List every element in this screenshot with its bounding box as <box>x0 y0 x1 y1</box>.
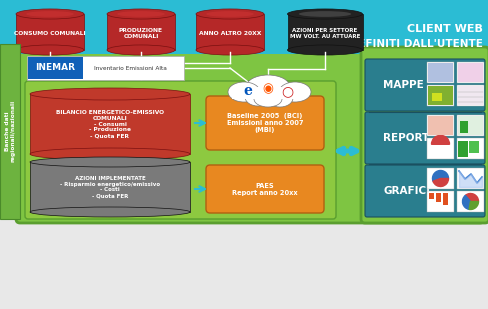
Ellipse shape <box>227 82 260 102</box>
FancyBboxPatch shape <box>459 121 467 133</box>
Wedge shape <box>430 135 448 144</box>
Ellipse shape <box>107 45 175 55</box>
FancyBboxPatch shape <box>205 165 324 213</box>
FancyBboxPatch shape <box>27 56 183 80</box>
Ellipse shape <box>107 9 175 19</box>
Text: REPORT: REPORT <box>382 133 428 143</box>
Wedge shape <box>462 195 469 210</box>
FancyBboxPatch shape <box>426 191 453 212</box>
FancyBboxPatch shape <box>16 14 84 50</box>
Ellipse shape <box>298 11 350 17</box>
FancyBboxPatch shape <box>25 81 335 219</box>
FancyBboxPatch shape <box>28 57 83 79</box>
FancyBboxPatch shape <box>360 47 488 223</box>
Ellipse shape <box>26 11 74 17</box>
FancyBboxPatch shape <box>427 116 452 135</box>
Ellipse shape <box>30 148 190 160</box>
FancyBboxPatch shape <box>364 112 484 164</box>
Ellipse shape <box>253 91 282 107</box>
FancyBboxPatch shape <box>30 94 190 154</box>
Ellipse shape <box>16 45 84 55</box>
FancyBboxPatch shape <box>442 193 447 205</box>
Text: ◉: ◉ <box>262 83 273 95</box>
Text: ANNO ALTRO 20XX: ANNO ALTRO 20XX <box>199 31 261 36</box>
Ellipse shape <box>196 9 264 19</box>
FancyBboxPatch shape <box>0 44 20 219</box>
Ellipse shape <box>30 207 190 217</box>
FancyBboxPatch shape <box>427 63 452 82</box>
FancyBboxPatch shape <box>0 0 488 54</box>
Ellipse shape <box>279 82 310 102</box>
Text: PRODUZIONE
COMUNALI: PRODUZIONE COMUNALI <box>119 28 163 39</box>
Text: e: e <box>243 84 252 98</box>
FancyBboxPatch shape <box>196 14 264 50</box>
FancyBboxPatch shape <box>426 168 453 189</box>
Text: AZIONI PER SETTORE
MW VOLT. AU ATTUARE: AZIONI PER SETTORE MW VOLT. AU ATTUARE <box>289 28 360 39</box>
FancyBboxPatch shape <box>457 86 482 105</box>
FancyBboxPatch shape <box>456 191 483 212</box>
FancyBboxPatch shape <box>428 193 433 199</box>
FancyBboxPatch shape <box>456 62 483 83</box>
FancyBboxPatch shape <box>435 193 440 202</box>
Text: Banche dati
regionali/nazionali: Banche dati regionali/nazionali <box>4 100 15 162</box>
Wedge shape <box>432 179 447 187</box>
FancyBboxPatch shape <box>426 115 453 136</box>
FancyBboxPatch shape <box>468 141 478 153</box>
Text: Baseline 2005  (BCI)
Emissioni anno 2007
(MBI): Baseline 2005 (BCI) Emissioni anno 2007 … <box>226 113 303 133</box>
Text: AZIONI IMPLEMENTATE
- Risparmio energetico/emissivo
- Costi
- Quota FER: AZIONI IMPLEMENTATE - Risparmio energeti… <box>60 176 160 198</box>
Wedge shape <box>468 201 478 210</box>
FancyBboxPatch shape <box>457 141 467 157</box>
FancyBboxPatch shape <box>456 168 483 189</box>
FancyBboxPatch shape <box>205 96 324 150</box>
FancyBboxPatch shape <box>426 62 453 83</box>
Text: MAPPE: MAPPE <box>382 80 423 90</box>
Ellipse shape <box>244 88 270 106</box>
Text: ○: ○ <box>281 84 292 98</box>
Ellipse shape <box>16 9 84 19</box>
Text: BILANCIO ENERGETICO-EMISSIVO
COMUNALI
- Consumi
- Produzione
- Quota FER: BILANCIO ENERGETICO-EMISSIVO COMUNALI - … <box>56 110 163 138</box>
FancyBboxPatch shape <box>456 85 483 106</box>
Text: CLIENT WEB: CLIENT WEB <box>407 24 482 34</box>
Ellipse shape <box>245 75 289 99</box>
FancyBboxPatch shape <box>364 59 484 111</box>
FancyBboxPatch shape <box>431 93 441 101</box>
FancyBboxPatch shape <box>456 138 483 159</box>
Ellipse shape <box>117 11 164 17</box>
Wedge shape <box>465 193 478 201</box>
FancyBboxPatch shape <box>16 50 483 223</box>
Text: CONSUMO COMUNALI: CONSUMO COMUNALI <box>14 31 85 36</box>
Text: INEMAR: INEMAR <box>35 64 75 73</box>
Ellipse shape <box>30 88 190 100</box>
Ellipse shape <box>287 9 362 19</box>
FancyBboxPatch shape <box>287 14 362 50</box>
FancyBboxPatch shape <box>427 86 452 105</box>
FancyBboxPatch shape <box>30 162 190 212</box>
FancyBboxPatch shape <box>457 63 482 82</box>
FancyBboxPatch shape <box>457 116 482 135</box>
FancyBboxPatch shape <box>426 85 453 106</box>
FancyBboxPatch shape <box>456 115 483 136</box>
Wedge shape <box>431 171 447 181</box>
Ellipse shape <box>266 89 292 107</box>
Text: GRAFICI: GRAFICI <box>382 186 429 196</box>
FancyBboxPatch shape <box>426 138 453 159</box>
Ellipse shape <box>196 45 264 55</box>
Text: PAES
Report anno 20xx: PAES Report anno 20xx <box>232 183 297 196</box>
Ellipse shape <box>30 157 190 167</box>
FancyBboxPatch shape <box>364 165 484 217</box>
Text: Inventario Emissioni Alta: Inventario Emissioni Alta <box>93 66 166 70</box>
FancyBboxPatch shape <box>231 87 305 99</box>
Ellipse shape <box>206 11 253 17</box>
Ellipse shape <box>287 45 362 55</box>
Text: INPUT DEFINITI DALL'UTENTE: INPUT DEFINITI DALL'UTENTE <box>309 39 482 49</box>
FancyBboxPatch shape <box>107 14 175 50</box>
